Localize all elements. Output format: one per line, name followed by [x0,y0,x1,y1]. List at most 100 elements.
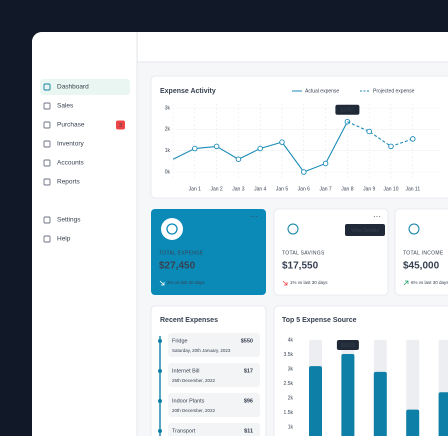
tooltip-box [335,104,360,115]
bar [438,392,448,436]
x-tick-label: Jan 3 [232,186,244,192]
expense-item[interactable]: Fridge $550 Saturday, 20th January, 2023 [158,333,260,357]
timeline-dot [158,399,162,403]
legend-label: Actual expense [305,88,339,94]
x-tick-label: Jan 10 [383,186,398,192]
expense-name: Fridge [172,338,188,344]
nav-item[interactable]: Help [43,235,71,243]
card-icon [287,223,299,235]
chart-title: Expense Activity [160,88,216,95]
bar [406,409,420,436]
y-tick-label: 1k [165,148,171,154]
timeline-dot [158,429,162,433]
tooltip-box [345,224,385,236]
expense-item[interactable]: Indoor Plants $96 20th December, 2022 [158,393,260,417]
data-point [213,143,220,150]
nav-label: Purchase [57,122,85,129]
card-icon [408,223,420,235]
x-tick-label: Jan 4 [254,186,266,192]
nav-item[interactable]: Dashboard [43,83,89,91]
expense-row [168,423,260,436]
x-tick-label: Jan 11 [405,186,420,192]
more-button[interactable]: ··· [250,212,258,221]
nav-label: Inventory [57,141,84,148]
y-tick-label: 2k [288,395,294,401]
expense-item[interactable]: Transport $11 [158,423,260,436]
data-point [235,156,242,162]
card-label: TOTAL SAVINGS [282,250,325,256]
bar [309,366,322,436]
card-tooltip: View Details [351,228,379,234]
nav-item[interactable]: Sales [43,102,74,110]
nav-item[interactable]: Settings [43,216,81,224]
x-tick-label: Jan 6 [298,186,310,192]
card-change: 2% vs last 30 days [167,280,205,285]
card-change: 1% vs last 30 days [290,280,328,285]
expense-name: Internet Bill [172,368,200,374]
data-point [410,136,416,142]
card-change: 6% vs last 30 days [411,280,448,285]
card-value: $27,450 [159,261,196,272]
sidebar [32,32,137,436]
y-tick-label: 2.5k [284,381,294,387]
expense-row [168,363,260,387]
x-tick-label: Jan 1 [189,186,201,192]
x-tick-label: Jan 7 [319,186,331,192]
expense-date: Saturday, 20th January, 2023 [172,348,231,353]
y-tick-label: 3.5k [284,352,294,358]
data-point [192,145,198,152]
nav-item[interactable]: Inventory [43,140,84,148]
x-tick-label: Jan 2 [210,186,222,192]
card-icon [166,223,178,235]
expense-amount: $11 [244,428,253,434]
trend-arrow [282,280,288,286]
chart-title: Top 5 Expense Source [282,317,357,324]
content: Dashboard Sales Purchase 3 Inventory Accounts… [40,75,448,436]
nav-badge-count: 3 [119,123,122,129]
y-tick-label: 4k [288,337,294,343]
card-label: TOTAL INCOME [403,250,444,256]
nav-label: Reports [57,179,81,186]
nav-label: Accounts [57,160,84,167]
y-tick-label: 3k [165,105,171,111]
data-label: $3519 [341,343,355,349]
y-tick-label: 1.5k [284,410,294,416]
y-tick-label: 1k [288,424,294,430]
tooltip-box [336,339,359,350]
nav-icon [43,159,51,167]
nav-badge [116,120,125,130]
expense-date: 20th December, 2022 [172,408,216,413]
data-point [366,128,372,135]
nav-icon [43,83,51,91]
x-tick-label: Jan 5 [276,186,288,192]
series-line [347,121,413,148]
trend-arrow [403,280,409,286]
card [150,75,448,199]
data-label: $2357 [340,108,354,114]
x-tick-label: Jan 8 [341,186,353,192]
more-button[interactable]: ··· [373,212,381,221]
expense-date: 25th December, 2022 [172,378,216,383]
expense-item[interactable]: Internet Bill $17 25th December, 2022 [158,363,260,387]
nav-item[interactable]: Reports [43,178,81,186]
nav-label: Settings [57,217,81,224]
card-label: TOTAL EXPENSE [159,250,204,256]
expense-name: Transport [172,428,196,434]
bar [373,371,387,436]
y-tick-label: 3k [288,366,294,372]
nav-label: Dashboard [57,84,89,91]
nav-item[interactable]: Purchase 3 [43,120,125,130]
legend-label: Projected expense [373,88,415,94]
expense-amount: $17 [244,368,253,374]
data-point [257,145,263,152]
card [394,208,448,296]
nav-icon [43,178,51,186]
card-icon-bg [161,218,183,240]
trend-arrow [159,280,165,286]
card-value: $17,550 [282,261,319,272]
expense-row [168,393,260,417]
card-value: $45,000 [403,261,440,272]
expense-amount: $96 [244,398,253,404]
nav-item[interactable]: Accounts [43,159,84,167]
